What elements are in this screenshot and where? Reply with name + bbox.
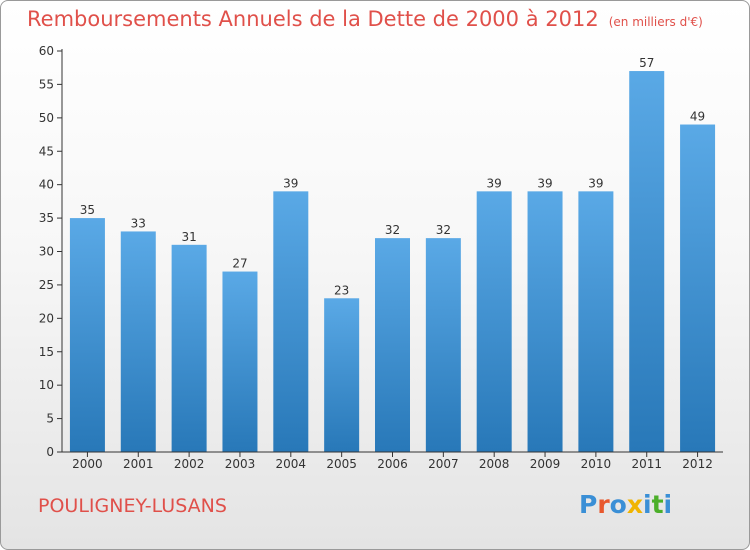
logo-letter: t xyxy=(651,490,664,519)
proxiti-logo[interactable]: Proxiti xyxy=(579,490,672,519)
bar xyxy=(527,191,563,452)
x-tick-label: 2010 xyxy=(581,457,612,471)
unit-note: (en milliers d'€) xyxy=(608,15,703,29)
bar-value-label: 27 xyxy=(232,257,247,271)
bar-value-label: 39 xyxy=(588,176,603,190)
bar-value-label: 49 xyxy=(690,110,705,124)
x-tick-label: 2005 xyxy=(326,457,357,471)
y-tick-label: 15 xyxy=(39,345,54,359)
x-tick-label: 2000 xyxy=(72,457,103,471)
logo-letter: P xyxy=(579,490,598,519)
bar-value-label: 31 xyxy=(181,230,196,244)
bar xyxy=(375,238,410,452)
x-tick-label: 2001 xyxy=(123,457,154,471)
bar xyxy=(171,244,207,452)
title-text: Remboursements Annuels de la Dette de 20… xyxy=(27,7,599,31)
bar xyxy=(629,71,665,453)
bar-value-label: 39 xyxy=(283,176,298,190)
x-tick-label: 2011 xyxy=(631,457,662,471)
x-tick-label: 2007 xyxy=(428,457,459,471)
bar-value-label: 57 xyxy=(639,56,654,70)
bar xyxy=(680,124,716,453)
y-tick-label: 40 xyxy=(39,178,54,192)
bar xyxy=(222,271,258,452)
y-tick-label: 45 xyxy=(39,144,54,158)
bar-value-label: 23 xyxy=(334,283,349,297)
x-tick-label: 2002 xyxy=(174,457,205,471)
logo-letter: r xyxy=(597,490,610,519)
y-tick-label: 30 xyxy=(39,245,54,259)
bar xyxy=(69,218,105,452)
bar xyxy=(476,191,512,452)
y-tick-label: 10 xyxy=(39,378,54,392)
y-tick-label: 50 xyxy=(39,111,54,125)
chart-title: Remboursements Annuels de la Dette de 20… xyxy=(27,7,703,31)
y-tick-label: 20 xyxy=(39,311,54,325)
bar-value-label: 39 xyxy=(537,176,552,190)
bar-value-label: 35 xyxy=(80,203,95,217)
bar xyxy=(425,238,461,452)
bar xyxy=(273,191,309,452)
x-tick-label: 2004 xyxy=(276,457,307,471)
x-tick-label: 2012 xyxy=(682,457,713,471)
y-tick-label: 5 xyxy=(46,412,54,426)
bar xyxy=(120,231,156,452)
logo-letter: x xyxy=(626,490,643,519)
bar-value-label: 32 xyxy=(436,223,451,237)
y-tick-label: 0 xyxy=(46,445,54,459)
logo-letter: o xyxy=(609,490,627,519)
y-tick-label: 60 xyxy=(39,44,54,58)
bar-value-label: 32 xyxy=(385,223,400,237)
logo-letter: i xyxy=(663,490,673,519)
x-tick-label: 2003 xyxy=(225,457,256,471)
y-tick-label: 25 xyxy=(39,278,54,292)
bar xyxy=(578,191,614,452)
x-tick-label: 2008 xyxy=(479,457,510,471)
y-tick-label: 35 xyxy=(39,211,54,225)
x-tick-label: 2009 xyxy=(530,457,561,471)
bar-value-label: 39 xyxy=(487,176,502,190)
bar xyxy=(324,298,360,452)
x-tick-label: 2006 xyxy=(377,457,408,471)
town-name: POULIGNEY-LUSANS xyxy=(38,495,227,517)
bar-value-label: 33 xyxy=(131,216,146,230)
y-tick-label: 55 xyxy=(39,77,54,91)
logo-letter: i xyxy=(643,490,652,519)
